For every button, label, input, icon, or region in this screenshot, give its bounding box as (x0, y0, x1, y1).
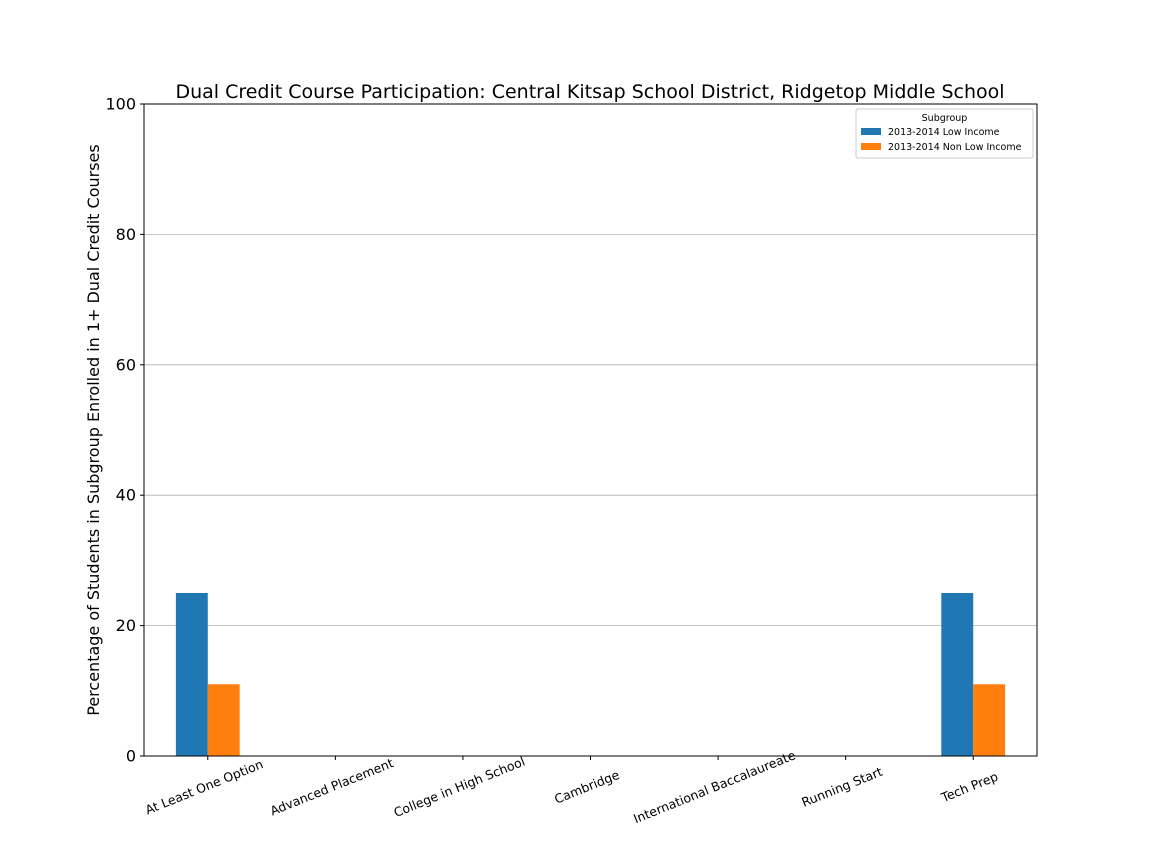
bar (207, 684, 240, 756)
y-axis-label: Percentage of Students in Subgroup Enrol… (84, 144, 103, 715)
legend: Subgroup 2013-2014 Low Income 2013-2014 No… (855, 108, 1034, 159)
y-tick-label: 20 (116, 616, 136, 635)
bars (175, 593, 1006, 756)
y-tick-label: 40 (116, 486, 136, 505)
legend-title: Subgroup (922, 113, 968, 124)
legend-entry: 2013-2014 Non Low Income (888, 142, 1022, 153)
y-tick-label: 80 (116, 225, 136, 244)
legend-entry: 2013-2014 Low Income (888, 127, 1000, 138)
bar (175, 593, 208, 756)
legend-swatch (861, 128, 881, 135)
legend-box (855, 108, 1034, 159)
x-tick-label: At Least One Option (143, 756, 265, 817)
y-tick-label: 0 (126, 747, 136, 766)
x-tick-label: College in High School (391, 754, 527, 820)
y-tick-label: 100 (105, 95, 136, 114)
x-tick-label: Tech Prep (938, 769, 1000, 806)
legend-swatch (861, 143, 881, 150)
bar (941, 593, 974, 756)
y-axis-ticks: 0 20 40 60 80 100 (105, 95, 144, 766)
x-tick-label: International Baccalaureate (631, 747, 798, 826)
y-tick-label: 60 (116, 355, 136, 374)
plot-frame (143, 103, 1038, 757)
x-tick-label: Cambridge (552, 767, 622, 807)
x-tick-label: Running Start (799, 764, 884, 810)
gridlines (144, 233, 1037, 626)
x-tick-label: Advanced Placement (268, 755, 396, 818)
chart-title: Dual Credit Course Participation: Centra… (175, 81, 1004, 103)
x-axis-ticks: At Least One Option Advanced PlacementCol… (143, 747, 1000, 826)
bar (973, 684, 1006, 756)
